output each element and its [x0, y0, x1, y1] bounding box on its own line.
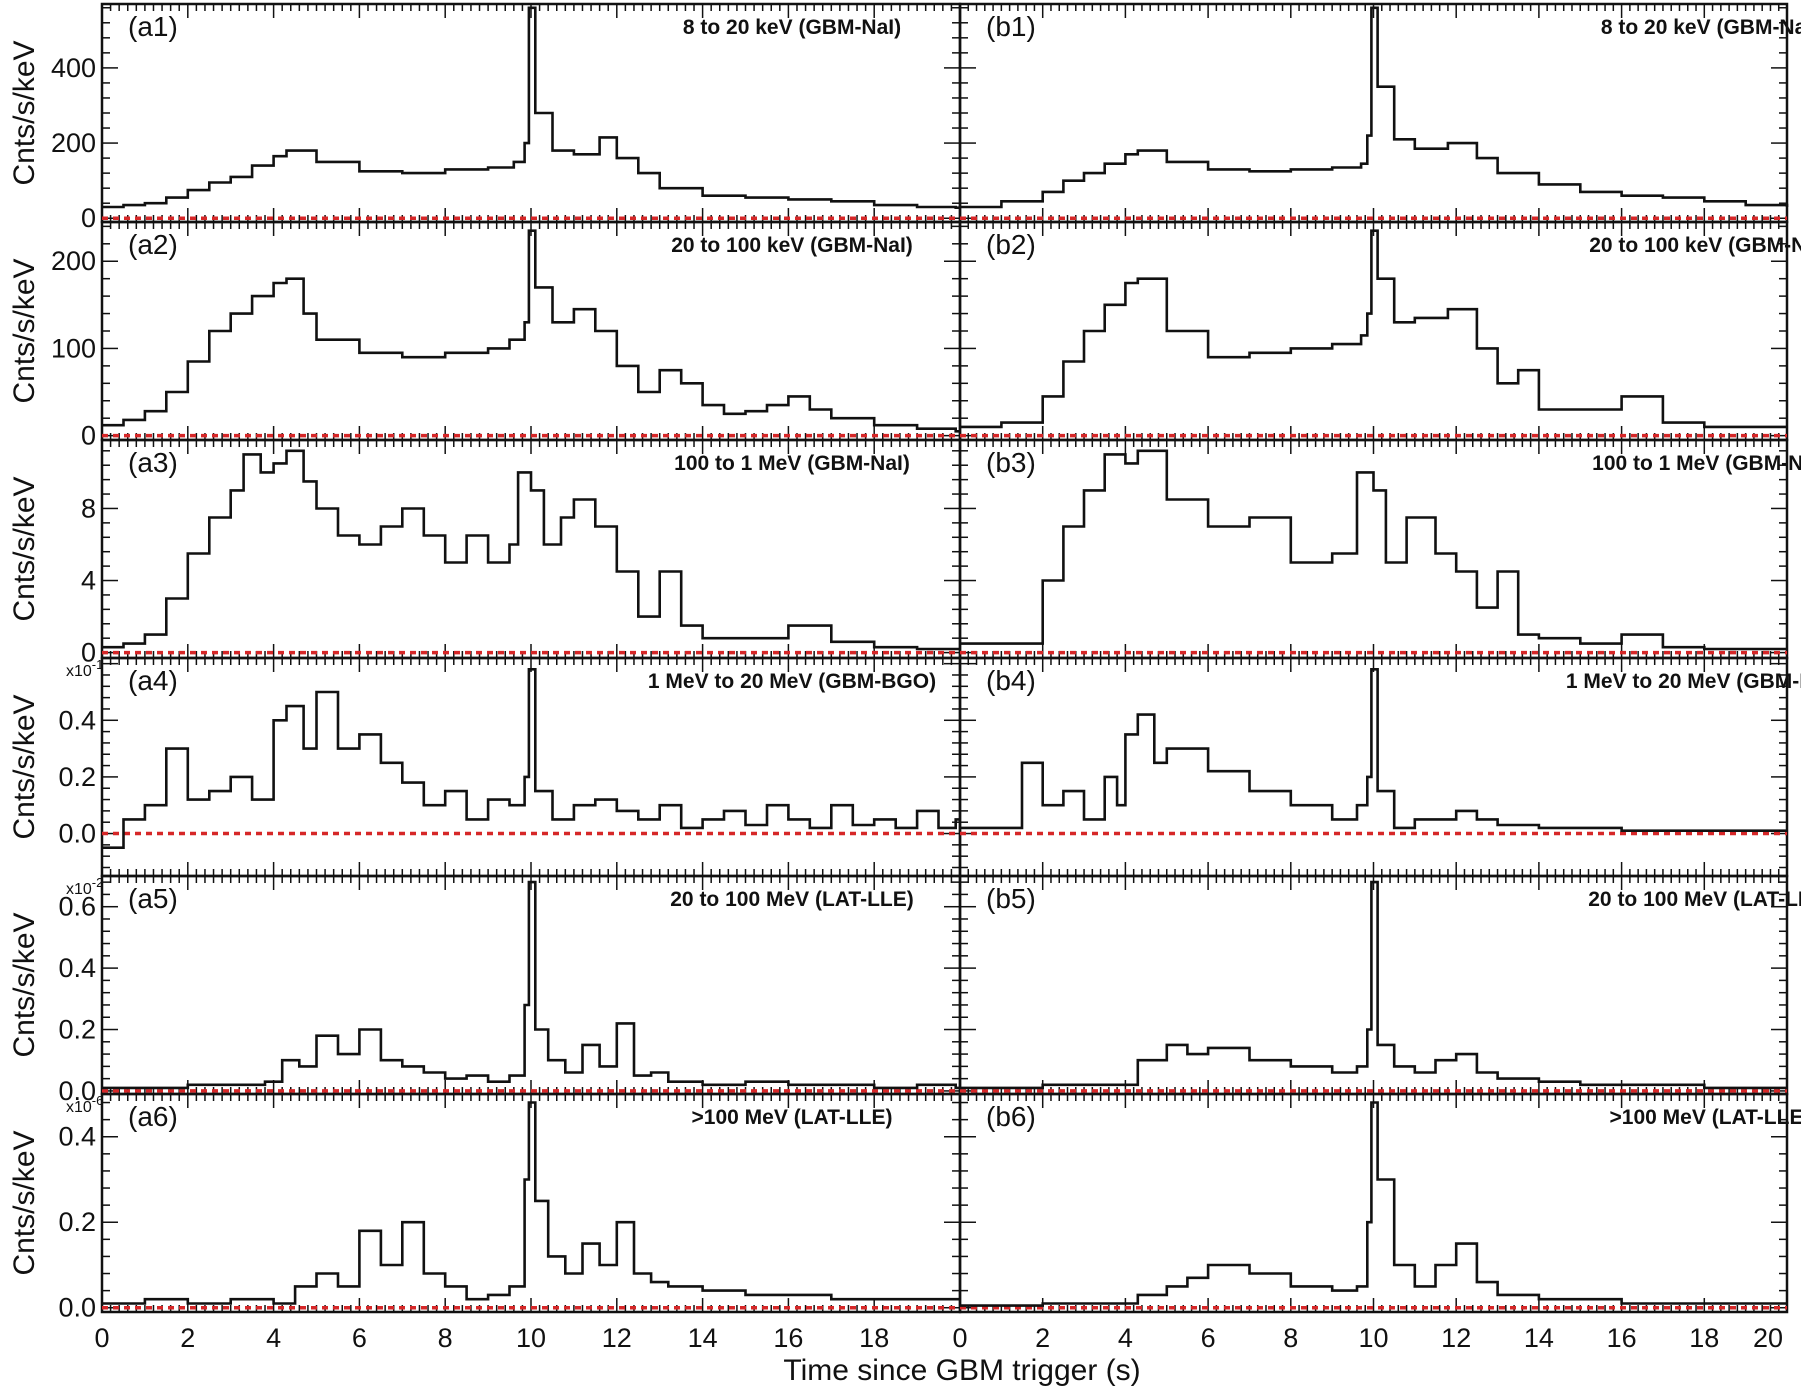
y-tick-label: 0.6	[58, 892, 96, 922]
panel-a1: (a1) 8 to 20 keV (GBM-NaI)	[100, 2, 962, 224]
x-tick-label: 8	[438, 1323, 453, 1353]
panel-b1: (b1) 8 to 20 keV (GBM-NaI)	[958, 2, 1801, 224]
y-tick-label: 200	[51, 246, 96, 276]
y-tick-label: 0.4	[58, 705, 96, 735]
energy-band-label: 20 to 100 keV (GBM-NaI)	[671, 234, 913, 257]
x-axis-label: Time since GBM trigger (s)	[783, 1354, 1140, 1387]
y-axis-label: Cnts/s/keV	[8, 40, 41, 185]
y-tick-label: 0.0	[58, 819, 96, 849]
x-tick-label: 0	[94, 1323, 109, 1353]
lightcurve-series	[102, 880, 960, 1090]
x-tick-label: 16	[773, 1323, 803, 1353]
lightcurve-series	[960, 449, 1787, 651]
panel-label: (b1)	[986, 11, 1036, 42]
y-tick-label: 400	[51, 53, 96, 83]
y-axis-multiplier: x10-1	[66, 657, 103, 680]
x-tick-label: 20	[1753, 1323, 1783, 1353]
x-tick-label: 0	[952, 1323, 967, 1353]
x-tick-label: 8	[1283, 1323, 1298, 1353]
panel-a3: (a3) 100 to 1 MeV (GBM-NaI)	[100, 438, 962, 660]
energy-band-label: >100 MeV (LAT-LLE)	[1610, 1106, 1801, 1129]
y-axis-label: Cnts/s/keV	[8, 258, 41, 403]
lightcurve-series	[960, 229, 1787, 429]
y-tick-label: 0	[81, 421, 96, 451]
energy-band-label: 8 to 20 keV (GBM-NaI)	[683, 16, 901, 39]
x-tick-label: 14	[1524, 1323, 1554, 1353]
energy-band-label: 1 MeV to 20 MeV (GBM-BGO)	[648, 670, 936, 693]
x-tick-label: 12	[1441, 1323, 1471, 1353]
y-axis-label: Cnts/s/keV	[8, 1130, 41, 1275]
energy-band-label: 1 MeV to 20 MeV (GBM-BGO)	[1566, 670, 1801, 693]
energy-band-label: 100 to 1 MeV (GBM-NaI)	[674, 452, 910, 475]
lightcurve-series	[102, 1101, 960, 1305]
panel-b3: (b3) 100 to 1 MeV (GBM-NaI)	[958, 438, 1801, 660]
y-tick-label: 0.4	[58, 1122, 96, 1152]
panel-b4: (b4) 1 MeV to 20 MeV (GBM-BGO)	[958, 656, 1801, 878]
x-tick-label: 2	[180, 1323, 195, 1353]
y-tick-label: 0.4	[58, 953, 96, 983]
x-tick-label: 10	[516, 1323, 546, 1353]
energy-band-label: 8 to 20 keV (GBM-NaI)	[1601, 16, 1801, 39]
x-tick-label: 12	[602, 1323, 632, 1353]
y-tick-label: 0	[81, 638, 96, 668]
energy-band-label: 20 to 100 keV (GBM-NaI)	[1589, 234, 1801, 257]
x-tick-label: 16	[1607, 1323, 1637, 1353]
y-tick-label: 0.2	[58, 762, 96, 792]
y-axis-label: Cnts/s/keV	[8, 694, 41, 839]
lightcurve-series	[102, 668, 960, 849]
lightcurve-series	[102, 449, 960, 651]
x-tick-label: 10	[1358, 1323, 1388, 1353]
lightcurve-series	[960, 6, 1789, 209]
panel-label: (a2)	[128, 229, 178, 260]
y-axis-multiplier: x10-2	[66, 875, 103, 898]
panel-label: (b5)	[986, 883, 1036, 914]
panel-label: (b3)	[986, 447, 1036, 478]
panel-label: (a4)	[128, 665, 178, 696]
y-tick-label: 100	[51, 333, 96, 363]
lightcurve-series	[960, 1101, 1787, 1307]
x-tick-label: 4	[266, 1323, 281, 1353]
lightcurve-series	[960, 668, 1787, 832]
lightcurve-series	[960, 880, 1787, 1090]
panel-label: (b6)	[986, 1101, 1036, 1132]
y-tick-label: 0.0	[58, 1293, 96, 1323]
lightcurve-series	[102, 6, 960, 209]
x-tick-label: 6	[352, 1323, 367, 1353]
panel-label: (b4)	[986, 665, 1036, 696]
y-axis-label: Cnts/s/keV	[8, 912, 41, 1057]
panel-b6: (b6) >100 MeV (LAT-LLE)	[958, 1092, 1801, 1314]
lightcurve-series	[102, 229, 960, 433]
x-tick-label: 18	[859, 1323, 889, 1353]
x-tick-label: 4	[1118, 1323, 1133, 1353]
panel-label: (a1)	[128, 11, 178, 42]
panel-label: (b2)	[986, 229, 1036, 260]
panel-b2: (b2) 20 to 100 keV (GBM-NaI)	[958, 220, 1801, 442]
energy-band-label: 20 to 100 MeV (LAT-LLE)	[670, 888, 913, 911]
panel-a5: (a5) 20 to 100 MeV (LAT-LLE)	[100, 874, 962, 1096]
panel-a2: (a2) 20 to 100 keV (GBM-NaI)	[100, 220, 962, 442]
energy-band-label: 100 to 1 MeV (GBM-NaI)	[1592, 452, 1801, 475]
x-tick-label: 18	[1689, 1323, 1719, 1353]
y-tick-label: 0	[81, 203, 96, 233]
x-tick-label: 6	[1201, 1323, 1216, 1353]
energy-band-label: 20 to 100 MeV (LAT-LLE)	[1588, 888, 1801, 911]
panel-label: (a6)	[128, 1101, 178, 1132]
y-tick-label: 8	[81, 493, 96, 523]
panel-a4: (a4) 1 MeV to 20 MeV (GBM-BGO)	[100, 656, 962, 878]
x-tick-label: 2	[1035, 1323, 1050, 1353]
panel-label: (a5)	[128, 883, 178, 914]
y-tick-label: 200	[51, 128, 96, 158]
panel-a6: (a6) >100 MeV (LAT-LLE)	[100, 1092, 962, 1314]
y-tick-label: 0.0	[58, 1076, 96, 1106]
panel-label: (a3)	[128, 447, 178, 478]
y-tick-label: 0.2	[58, 1015, 96, 1045]
panel-b5: (b5) 20 to 100 MeV (LAT-LLE)	[958, 874, 1801, 1096]
x-tick-label: 14	[688, 1323, 718, 1353]
y-tick-label: 4	[81, 566, 96, 596]
energy-band-label: >100 MeV (LAT-LLE)	[692, 1106, 893, 1129]
y-axis-label: Cnts/s/keV	[8, 476, 41, 621]
y-tick-label: 0.2	[58, 1207, 96, 1237]
y-axis-multiplier: x10-6	[66, 1093, 103, 1116]
